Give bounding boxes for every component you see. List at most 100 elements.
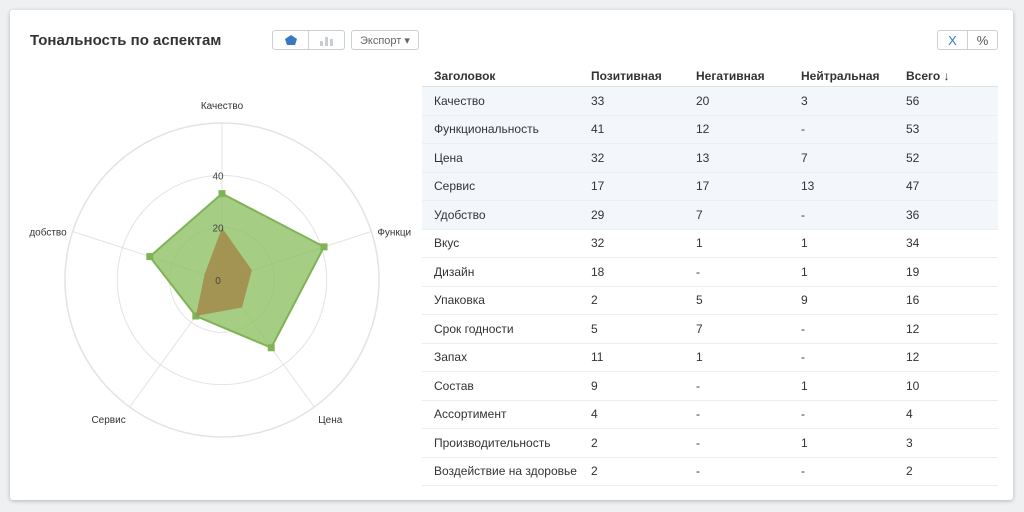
table-row[interactable]: Дизайн 18-1 19	[422, 257, 998, 287]
cell-aspect: Срок годности	[422, 314, 579, 344]
radar-chart: 0 20 40 Качество Функци Цена Сервис добство	[29, 101, 411, 438]
cell-neutral: -	[789, 343, 894, 372]
cell-negative: 7	[684, 200, 789, 230]
cell-neutral: -	[789, 400, 894, 429]
cell-neutral: 1	[789, 257, 894, 287]
radar-data-point	[267, 344, 275, 352]
table-row[interactable]: Качество 33 20 3 56	[422, 86, 998, 116]
cell-neutral: 9	[789, 286, 894, 315]
radar-axis-label: Цена	[318, 415, 342, 426]
table-row[interactable]: Функциональность 41 12-53	[422, 115, 998, 144]
table-row[interactable]: Состав 9-1 10	[422, 371, 998, 401]
cell-total: 53	[894, 115, 998, 144]
view-toggle	[272, 30, 345, 50]
cell-neutral: -	[789, 457, 894, 486]
cell-aspect: Качество	[422, 86, 579, 116]
radar-view-button[interactable]	[272, 30, 309, 50]
cell-aspect: Воздействие на здоровье	[422, 457, 579, 486]
cell-positive: 29	[579, 200, 684, 230]
cell-positive: 32	[579, 229, 684, 258]
export-button[interactable]: Экспорт ▾	[351, 30, 419, 50]
radar-data-point	[218, 190, 226, 198]
cell-aspect: Цена	[422, 143, 579, 173]
aspect-table: Заголовок Позитивная Негативная Нейтраль…	[422, 66, 998, 486]
column-header-title[interactable]: Заголовок	[422, 66, 579, 87]
cell-negative: 1	[684, 343, 789, 372]
cell-positive: 33	[579, 86, 684, 116]
cell-neutral: 1	[789, 428, 894, 458]
table-row[interactable]: Воздействие на здоровье 2- -2	[422, 457, 998, 486]
cell-positive: 2	[579, 457, 684, 486]
cell-aspect: Запах	[422, 343, 579, 372]
cell-negative: 20	[684, 86, 789, 116]
cell-positive: 17	[579, 172, 684, 201]
cell-negative: -	[684, 371, 789, 401]
radial-tick-label: 0	[215, 276, 221, 287]
column-header-total[interactable]: Всего ↓	[894, 66, 998, 87]
cell-total: 19	[894, 257, 998, 287]
cell-neutral: 7	[789, 143, 894, 173]
cell-aspect: Дизайн	[422, 257, 579, 287]
cell-negative: -	[684, 457, 789, 486]
column-header-negative[interactable]: Негативная	[684, 66, 789, 87]
column-header-positive[interactable]: Позитивная	[579, 66, 684, 87]
cell-total: 10	[894, 371, 998, 401]
radial-tick-label: 40	[212, 171, 224, 182]
cell-positive: 9	[579, 371, 684, 401]
cell-negative: 12	[684, 115, 789, 144]
table-row[interactable]: Упаковка 2 5 9 16	[422, 286, 998, 315]
cell-total: 12	[894, 343, 998, 372]
cell-aspect: Ассортимент	[422, 400, 579, 429]
table-row[interactable]: Цена 32 13 7 52	[422, 143, 998, 173]
radar-axis-label: Сервис	[91, 415, 125, 426]
unit-toggle: X %	[937, 30, 998, 50]
aspect-sentiment-card: Тональность по аспектам Экспорт ▾ X % 0 2…	[10, 10, 1013, 500]
cell-neutral: 3	[789, 86, 894, 116]
bar-view-button[interactable]	[309, 30, 345, 50]
radar-axis-label: Качество	[201, 101, 244, 112]
cell-positive: 11	[579, 343, 684, 372]
cell-aspect: Удобство	[422, 200, 579, 230]
cell-aspect: Вкус	[422, 229, 579, 258]
table-row[interactable]: Срок годности 5 7-12	[422, 314, 998, 344]
cell-negative: 13	[684, 143, 789, 173]
count-unit-button[interactable]: X	[937, 30, 968, 50]
radar-axis-label: добство	[29, 226, 67, 238]
cell-total: 36	[894, 200, 998, 230]
cell-positive: 41	[579, 115, 684, 144]
radar-data-point	[146, 253, 154, 261]
radar-data-point	[192, 312, 200, 320]
cell-negative: -	[684, 257, 789, 287]
card-title: Тональность по аспектам	[30, 32, 222, 49]
cell-total: 56	[894, 86, 998, 116]
cell-aspect: Производительность	[422, 428, 579, 458]
cell-neutral: -	[789, 115, 894, 144]
cell-aspect: Функциональность	[422, 115, 579, 144]
cell-neutral: 13	[789, 172, 894, 201]
cell-total: 2	[894, 457, 998, 486]
cell-positive: 32	[579, 143, 684, 173]
table-row[interactable]: Ассортимент 4- -4	[422, 400, 998, 429]
cell-total: 4	[894, 400, 998, 429]
radar-data-point	[320, 243, 328, 251]
radar-series-area	[195, 227, 252, 316]
table-row[interactable]: Вкус 32 1 1 34	[422, 229, 998, 258]
cell-total: 47	[894, 172, 998, 201]
cell-positive: 2	[579, 286, 684, 315]
percent-unit-button[interactable]: %	[968, 30, 998, 50]
table-row[interactable]: Удобство 29 7-36	[422, 200, 998, 230]
cell-negative: -	[684, 400, 789, 429]
cell-neutral: -	[789, 200, 894, 230]
cell-total: 3	[894, 428, 998, 458]
radar-axis-label: Функци	[377, 227, 411, 238]
cell-negative: 5	[684, 286, 789, 315]
table-row[interactable]: Производительность 2-1 3	[422, 428, 998, 458]
cell-total: 16	[894, 286, 998, 315]
column-header-neutral[interactable]: Нейтральная	[789, 66, 894, 87]
cell-negative: 17	[684, 172, 789, 201]
table-row[interactable]: Запах 11 1-12	[422, 343, 998, 372]
radar-chart-icon	[284, 35, 297, 45]
table-row[interactable]: Сервис 17 17 13 47	[422, 172, 998, 201]
cell-positive: 4	[579, 400, 684, 429]
cell-positive: 18	[579, 257, 684, 287]
